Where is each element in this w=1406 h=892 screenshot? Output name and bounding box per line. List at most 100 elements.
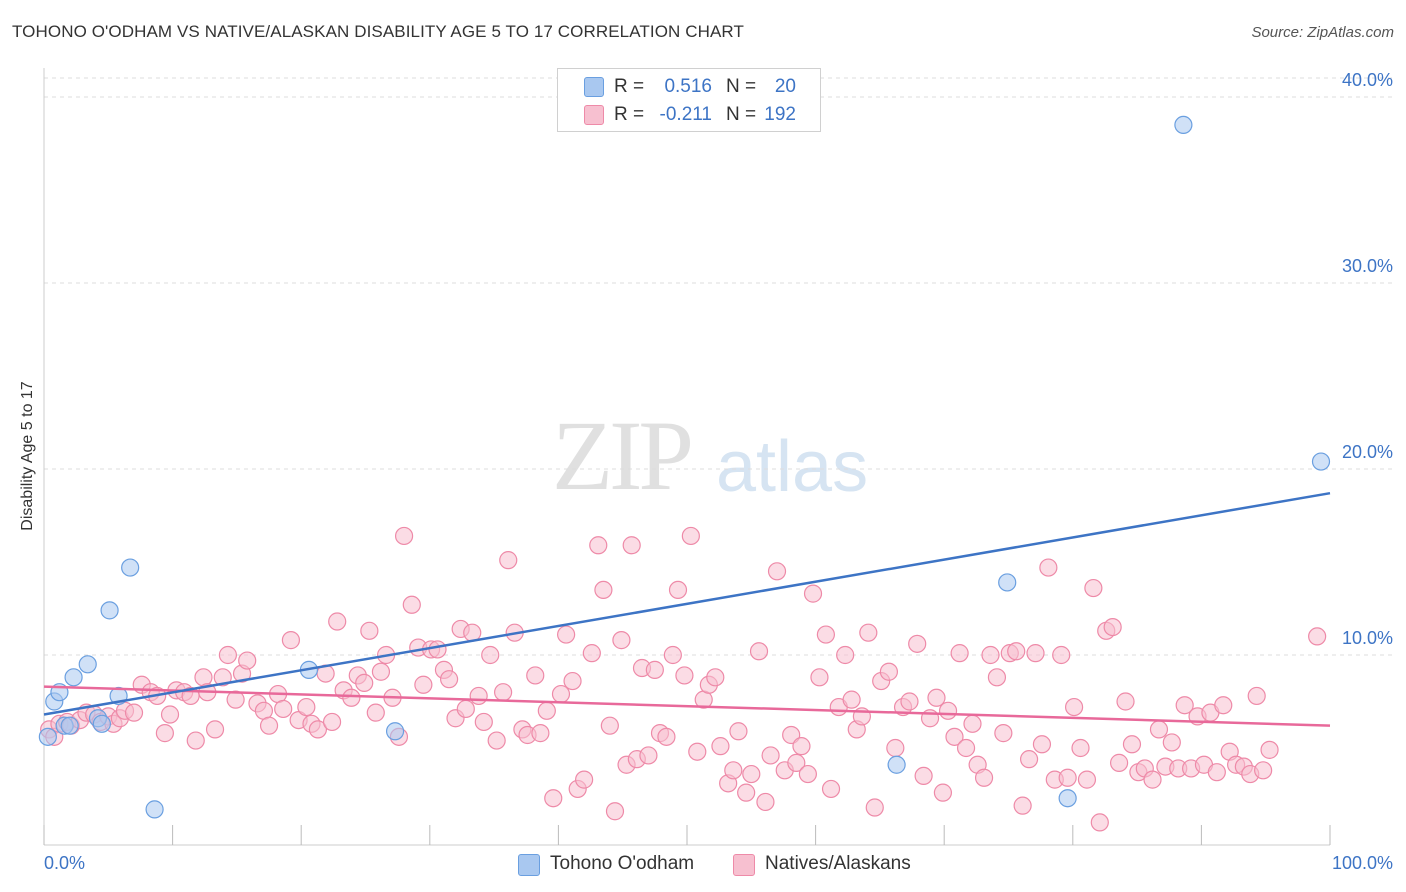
data-point bbox=[544, 789, 563, 808]
data-point bbox=[938, 701, 958, 720]
grid-lines bbox=[44, 77, 1392, 656]
data-point bbox=[1308, 627, 1327, 646]
tick-labels: 10.0% 20.0% 30.0% 40.0% 0.0% 100.0% bbox=[44, 70, 1393, 873]
data-point bbox=[803, 584, 823, 603]
legend-r-value: -0.211 bbox=[659, 104, 712, 125]
trend-lines bbox=[43, 491, 1331, 727]
data-point bbox=[322, 712, 342, 732]
data-point bbox=[886, 738, 905, 758]
data-point bbox=[1311, 452, 1331, 471]
data-point bbox=[761, 746, 780, 765]
data-point bbox=[706, 668, 725, 687]
y-tick-label: 20.0% bbox=[1342, 442, 1393, 462]
data-point bbox=[963, 714, 982, 733]
legend-r-label: R = bbox=[614, 76, 645, 97]
data-point bbox=[92, 714, 111, 733]
data-point bbox=[160, 705, 180, 724]
data-point bbox=[998, 573, 1017, 592]
data-point bbox=[589, 536, 608, 555]
data-point bbox=[639, 746, 658, 765]
data-point bbox=[675, 666, 694, 685]
data-point bbox=[360, 621, 379, 640]
data-point bbox=[563, 671, 582, 691]
data-point bbox=[927, 688, 946, 707]
data-point bbox=[342, 688, 361, 707]
correlation-legend: R = 0.516 N = 20 R = -0.211 N = 192 bbox=[557, 68, 821, 132]
data-point bbox=[226, 690, 245, 709]
data-point bbox=[1149, 720, 1169, 739]
data-point bbox=[355, 673, 374, 693]
data-point bbox=[414, 675, 433, 694]
bottom-legend-label: Tohono O'odham bbox=[550, 853, 695, 874]
legend-row-natives: R = -0.211 N = 192 bbox=[558, 101, 820, 129]
data-point bbox=[756, 792, 775, 812]
legend-swatch-blue bbox=[584, 77, 604, 97]
data-point bbox=[945, 727, 964, 746]
data-point bbox=[887, 755, 906, 774]
data-point bbox=[724, 761, 743, 780]
data-point bbox=[681, 526, 700, 546]
data-point bbox=[469, 686, 488, 706]
data-point bbox=[1116, 692, 1135, 711]
data-point bbox=[1175, 696, 1194, 715]
data-point bbox=[186, 731, 205, 750]
data-point bbox=[281, 631, 301, 650]
data-point bbox=[531, 724, 550, 743]
data-point bbox=[1090, 813, 1109, 832]
data-point bbox=[1103, 617, 1122, 637]
data-point bbox=[526, 666, 545, 685]
data-point bbox=[842, 690, 861, 709]
data-point bbox=[1077, 770, 1097, 789]
data-point bbox=[600, 716, 619, 735]
data-point bbox=[1109, 753, 1129, 772]
data-point bbox=[782, 725, 801, 745]
x-tick-label: 100.0% bbox=[1332, 853, 1393, 873]
data-point bbox=[900, 692, 919, 711]
data-point bbox=[1143, 770, 1162, 789]
data-point bbox=[1260, 740, 1279, 759]
data-point bbox=[1026, 644, 1045, 663]
data-point bbox=[124, 703, 144, 722]
data-point bbox=[767, 562, 787, 581]
data-point bbox=[950, 644, 969, 663]
data-point bbox=[60, 716, 79, 735]
data-point bbox=[366, 703, 385, 722]
data-point bbox=[1058, 789, 1077, 808]
data-point bbox=[798, 764, 817, 784]
data-point bbox=[328, 612, 347, 631]
data-point bbox=[385, 722, 405, 741]
data-point bbox=[537, 701, 556, 720]
data-point bbox=[439, 670, 459, 689]
y-axis-label: Disability Age 5 to 17 bbox=[19, 381, 36, 531]
data-point bbox=[213, 668, 232, 687]
data-point bbox=[494, 683, 513, 702]
data-point bbox=[474, 712, 493, 732]
data-point bbox=[582, 644, 601, 663]
data-point bbox=[1207, 763, 1226, 782]
data-point bbox=[394, 526, 414, 546]
data-point bbox=[737, 783, 756, 802]
data-point bbox=[657, 727, 676, 746]
data-point bbox=[575, 770, 594, 789]
series-tohono-oodham-points bbox=[38, 115, 1331, 819]
data-point bbox=[499, 551, 518, 570]
series-natives-alaskans-points bbox=[40, 526, 1327, 832]
data-point bbox=[1084, 578, 1103, 598]
data-point bbox=[1174, 115, 1193, 135]
y-tick-label: 40.0% bbox=[1342, 70, 1393, 90]
data-point bbox=[605, 802, 625, 821]
data-point bbox=[956, 738, 976, 758]
data-point bbox=[1039, 558, 1058, 577]
data-point bbox=[145, 800, 164, 819]
legend-r-value: 0.516 bbox=[664, 76, 712, 97]
data-point bbox=[859, 623, 878, 642]
data-point bbox=[274, 699, 293, 719]
legend-row-tohono: R = 0.516 N = 20 bbox=[558, 73, 820, 101]
axes bbox=[43, 68, 1331, 846]
data-point bbox=[205, 720, 225, 739]
data-point bbox=[308, 720, 328, 739]
data-point bbox=[38, 727, 57, 746]
data-point bbox=[594, 580, 613, 600]
data-point bbox=[792, 737, 811, 756]
